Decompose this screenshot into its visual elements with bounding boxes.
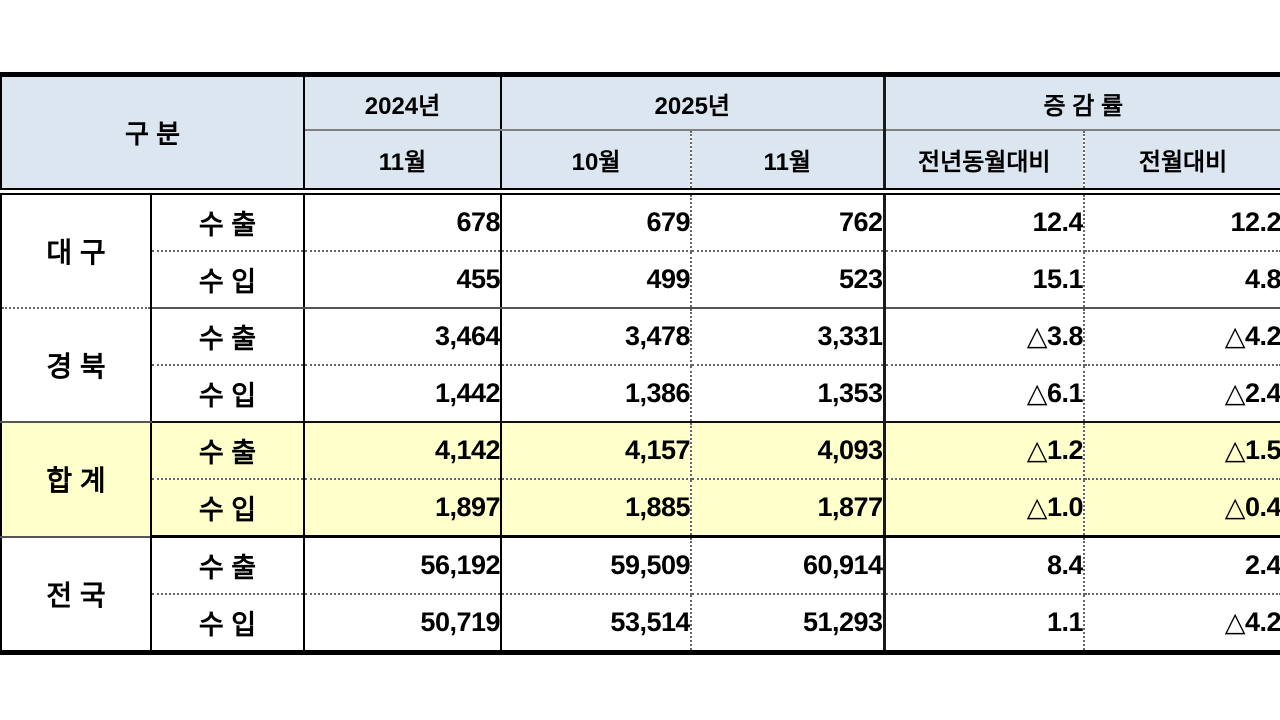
value-cell: 762: [691, 191, 886, 252]
header-cell-change-rate: 증 감 률: [884, 74, 1280, 131]
flow-label: 수 출: [151, 191, 306, 252]
flow-label: 수 입: [151, 251, 306, 309]
value-cell: 678: [304, 191, 503, 252]
value-cell: 1.1: [884, 594, 1086, 653]
value-cell: 4,093: [691, 422, 886, 480]
value-cell: 56,192: [304, 536, 503, 595]
region-cell-total: 합 계: [1, 422, 152, 538]
value-cell: 12.4: [884, 191, 1086, 252]
row-daegu-export: 대 구 수 출 678 679 762 12.4 12.2: [1, 191, 1280, 309]
value-cell: 1,885: [501, 479, 693, 538]
region-cell-nationwide: 전 국: [1, 536, 152, 654]
flow-label: 수 출: [151, 308, 306, 366]
table-header: 구 분 2024년 2025년 증 감 률 11월 10월 11월 전년동월대비…: [1, 74, 1280, 195]
header-cell-2024-nov: 11월: [304, 130, 503, 195]
region-cell-gyeongbuk: 경 북: [1, 308, 152, 423]
row-total-export: 합 계 수 출 4,142 4,157 4,093 △1.2 △1.5: [1, 422, 1280, 538]
value-cell: 4,142: [304, 422, 503, 480]
value-cell: 3,464: [304, 308, 503, 366]
value-cell: 53,514: [501, 594, 693, 653]
value-cell: 1,442: [304, 365, 503, 423]
value-cell: 523: [691, 251, 886, 309]
table-body: 대 구 수 출 678 679 762 12.4 12.2 수 입 455 49…: [1, 191, 1280, 654]
value-cell: △6.1: [884, 365, 1086, 423]
value-cell: △2.4: [1084, 365, 1280, 423]
row-nationwide-export: 전 국 수 출 56,192 59,509 60,914 8.4 2.4: [1, 536, 1280, 654]
value-cell: △1.5: [1084, 422, 1280, 480]
value-cell: △1.2: [884, 422, 1086, 480]
value-cell: 455: [304, 251, 503, 309]
value-cell: 4.8: [1084, 251, 1280, 309]
value-cell: △4.2: [1224, 607, 1280, 637]
header-cell-yoy: 전년동월대비: [884, 130, 1086, 195]
header-cell-year-2024: 2024년: [304, 74, 503, 131]
value-cell: △0.4: [1084, 479, 1280, 538]
value-cell: 499: [501, 251, 693, 309]
value-cell: 679: [501, 191, 693, 252]
row-gyeongbuk-import: 수 입 1,442 1,386 1,353 △6.1 △2.4: [1, 365, 1280, 423]
region-cell-daegu: 대 구: [1, 191, 152, 309]
row-total-import: 수 입 1,897 1,885 1,877 △1.0 △0.4: [1, 479, 1280, 538]
value-cell: 51,293: [691, 594, 886, 653]
value-cell: △4.2: [1084, 308, 1280, 366]
header-cell-2025-oct: 10월: [501, 130, 693, 195]
value-cell: 1,877: [691, 479, 886, 538]
value-cell: 15.1: [884, 251, 1086, 309]
header-cell-mom: 전월대비: [1084, 130, 1280, 195]
flow-label: 수 출: [151, 422, 306, 480]
value-cell: 60,914: [691, 536, 886, 595]
flow-label: 수 입: [151, 594, 306, 653]
value-cell: 1,353: [691, 365, 886, 423]
value-cell: 8.4: [884, 536, 1086, 595]
value-cell: △1.0: [884, 479, 1086, 538]
flow-label: 수 입: [151, 479, 306, 538]
row-nationwide-import: 수 입 50,719 53,514 51,293 1.1 △4.2: [1, 594, 1280, 653]
flow-label: 수 출: [151, 536, 306, 595]
value-cell: 50,719: [304, 594, 503, 653]
value-cell: 59,509: [501, 536, 693, 595]
header-cell-category: 구 분: [1, 74, 306, 195]
trade-statistics-table: 구 분 2024년 2025년 증 감 률 11월 10월 11월 전년동월대비…: [0, 72, 1280, 655]
value-cell: 1,386: [501, 365, 693, 423]
header-cell-2025-nov: 11월: [691, 130, 886, 195]
value-cell: △3.8: [884, 308, 1086, 366]
value-cell: 12.2: [1084, 191, 1280, 252]
value-cell: 2.4: [1084, 536, 1280, 595]
value-cell: 3,331: [691, 308, 886, 366]
flow-label: 수 입: [151, 365, 306, 423]
header-cell-year-2025: 2025년: [501, 74, 886, 131]
row-daegu-import: 수 입 455 499 523 15.1 4.8: [1, 251, 1280, 309]
value-cell: 3,478: [501, 308, 693, 366]
row-gyeongbuk-export: 경 북 수 출 3,464 3,478 3,331 △3.8 △4.2: [1, 308, 1280, 423]
value-cell: 4,157: [501, 422, 693, 480]
value-cell: 1,897: [304, 479, 503, 538]
